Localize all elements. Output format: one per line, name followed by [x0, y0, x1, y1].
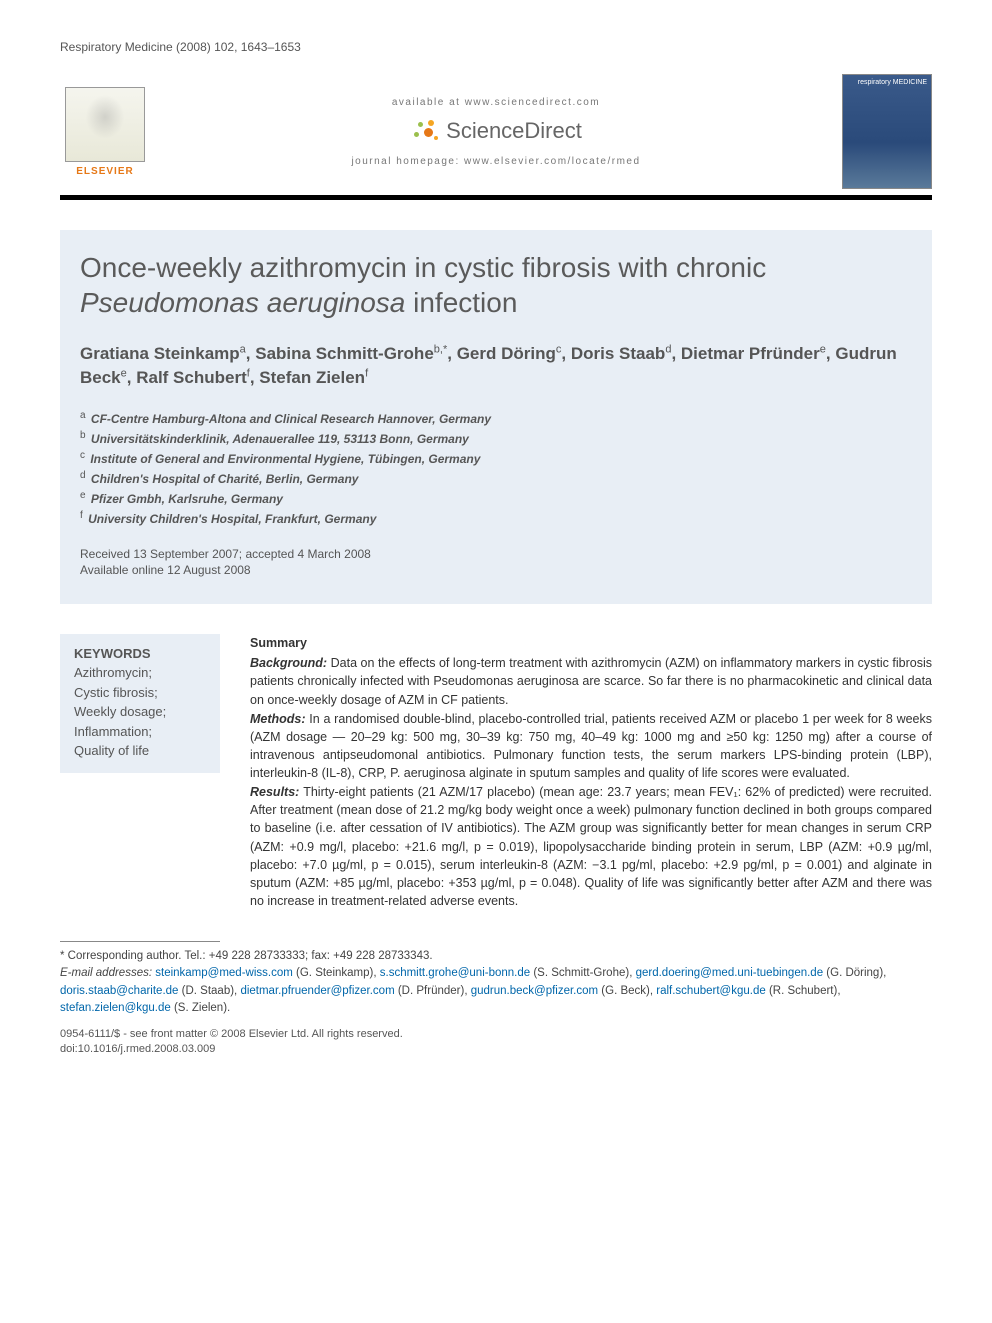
affiliation: a CF-Centre Hamburg-Altona and Clinical …: [80, 408, 912, 428]
elsevier-tree-icon: [65, 87, 145, 162]
title-block: Once-weekly azithromycin in cystic fibro…: [60, 230, 932, 604]
keywords-box: KEYWORDS Azithromycin;Cystic fibrosis;We…: [60, 634, 220, 773]
email-link[interactable]: gerd.doering@med.uni-tuebingen.de: [636, 967, 824, 979]
keyword: Weekly dosage;: [74, 702, 206, 722]
background-label: Background:: [250, 656, 327, 670]
results-text: Thirty-eight patients (21 AZM/17 placebo…: [250, 785, 932, 908]
email-link[interactable]: steinkamp@med-wiss.com: [155, 967, 293, 979]
author: Gratiana Steinkampa: [80, 344, 246, 363]
summary-heading: Summary: [250, 634, 932, 652]
title-italic: Pseudomonas aeruginosa: [80, 287, 405, 318]
article-title: Once-weekly azithromycin in cystic fibro…: [80, 250, 912, 320]
author: Stefan Zielenf: [259, 368, 368, 387]
author: Gerd Döringc: [457, 344, 562, 363]
email-link[interactable]: ralf.schubert@kgu.de: [656, 985, 765, 997]
email-link[interactable]: dietmar.pfruender@pfizer.com: [240, 985, 394, 997]
email-link[interactable]: doris.staab@charite.de: [60, 985, 178, 997]
results-label: Results:: [250, 785, 299, 799]
cover-title: respiratory MEDICINE: [847, 79, 927, 86]
keyword: Azithromycin;: [74, 663, 206, 683]
article-dates: Received 13 September 2007; accepted 4 M…: [80, 546, 912, 580]
content-row: KEYWORDS Azithromycin;Cystic fibrosis;We…: [60, 634, 932, 911]
affiliation: c Institute of General and Environmental…: [80, 448, 912, 468]
author: Doris Staabd: [571, 344, 672, 363]
summary-column: Summary Background: Data on the effects …: [250, 634, 932, 911]
keywords-list: Azithromycin;Cystic fibrosis;Weekly dosa…: [74, 663, 206, 761]
author: Ralf Schubertf: [136, 368, 250, 387]
email-link[interactable]: stefan.zielen@kgu.de: [60, 1002, 171, 1014]
affiliation: f University Children's Hospital, Frankf…: [80, 508, 912, 528]
author: Dietmar Pfründere: [681, 344, 826, 363]
authors-list: Gratiana Steinkampa, Sabina Schmitt-Groh…: [80, 342, 912, 390]
affiliation: d Children's Hospital of Charité, Berlin…: [80, 468, 912, 488]
sciencedirect-logo: ScienceDirect: [410, 118, 582, 144]
title-post: infection: [405, 287, 517, 318]
affiliation: b Universitätskinderklinik, Adenaueralle…: [80, 428, 912, 448]
email-link[interactable]: gudrun.beck@pfizer.com: [471, 985, 598, 997]
keyword: Cystic fibrosis;: [74, 683, 206, 703]
background-text: Data on the effects of long-term treatme…: [250, 656, 932, 706]
copyright-line1: 0954-6111/$ - see front matter © 2008 El…: [60, 1027, 932, 1042]
keyword: Inflammation;: [74, 722, 206, 742]
methods-label: Methods:: [250, 712, 306, 726]
footnote-separator: [60, 941, 220, 942]
header-bar: ELSEVIER available at www.sciencedirect.…: [60, 74, 932, 189]
email-label: E-mail addresses:: [60, 967, 152, 979]
received-date: Received 13 September 2007; accepted 4 M…: [80, 546, 912, 563]
journal-cover-thumb: respiratory MEDICINE: [842, 74, 932, 189]
page: Respiratory Medicine (2008) 102, 1643–16…: [0, 0, 992, 1088]
sciencedirect-dots-icon: [410, 118, 440, 144]
corresponding-author: * Corresponding author. Tel.: +49 228 28…: [60, 948, 932, 965]
summary-background: Background: Data on the effects of long-…: [250, 654, 932, 708]
affiliation: e Pfizer Gmbh, Karlsruhe, Germany: [80, 488, 912, 508]
keyword: Quality of life: [74, 741, 206, 761]
divider-bar: [60, 195, 932, 200]
methods-text: In a randomised double-blind, placebo-co…: [250, 712, 932, 780]
copyright-block: 0954-6111/$ - see front matter © 2008 El…: [60, 1027, 932, 1058]
summary-methods: Methods: In a randomised double-blind, p…: [250, 710, 932, 783]
doi-line: doi:10.1016/j.rmed.2008.03.009: [60, 1042, 932, 1057]
correspondence-block: * Corresponding author. Tel.: +49 228 28…: [60, 948, 932, 1017]
affiliations-list: a CF-Centre Hamburg-Altona and Clinical …: [80, 408, 912, 528]
author: Sabina Schmitt-Groheb,*: [255, 344, 447, 363]
homepage-line: journal homepage: www.elsevier.com/locat…: [170, 156, 822, 167]
journal-reference: Respiratory Medicine (2008) 102, 1643–16…: [60, 40, 932, 54]
available-at-line: available at www.sciencedirect.com: [170, 97, 822, 108]
online-date: Available online 12 August 2008: [80, 562, 912, 579]
summary-results: Results: Thirty-eight patients (21 AZM/1…: [250, 783, 932, 910]
sciencedirect-text: ScienceDirect: [446, 118, 582, 144]
elsevier-logo: ELSEVIER: [60, 82, 150, 182]
title-pre: Once-weekly azithromycin in cystic fibro…: [80, 252, 766, 283]
email-addresses: E-mail addresses: steinkamp@med-wiss.com…: [60, 965, 932, 1017]
email-link[interactable]: s.schmitt.grohe@uni-bonn.de: [380, 967, 530, 979]
header-center: available at www.sciencedirect.com Scien…: [170, 97, 822, 167]
elsevier-wordmark: ELSEVIER: [76, 166, 133, 177]
keywords-heading: KEYWORDS: [74, 646, 206, 661]
